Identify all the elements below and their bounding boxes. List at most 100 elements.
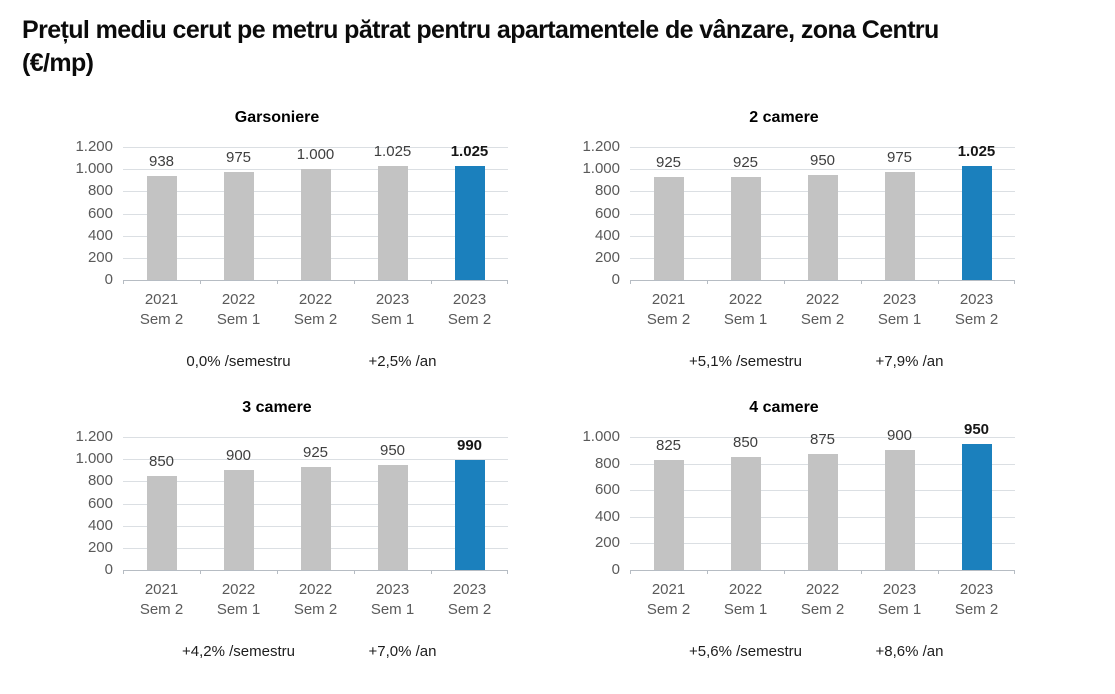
category-label: 2022 Sem 2	[784, 290, 861, 330]
category-semester: Sem 1	[370, 601, 415, 618]
category-semester: Sem 1	[723, 601, 768, 618]
bar-value-label: 1.025	[373, 143, 412, 160]
bar	[730, 177, 761, 280]
bar-value-label: 900	[225, 447, 252, 464]
y-tick-label: 1.000	[582, 160, 620, 178]
y-tick-label: 400	[87, 516, 113, 534]
bar	[884, 450, 915, 570]
category-label: 2022 Sem 1	[707, 290, 784, 330]
bar	[653, 460, 684, 570]
y-tick-label: 1.200	[75, 138, 113, 155]
y-tick-label: 0	[104, 561, 113, 578]
semester-growth-label: +5,1% /semestru	[689, 353, 802, 370]
bar	[300, 467, 331, 570]
category-semester: Sem 2	[954, 601, 999, 618]
category-semester: Sem 2	[447, 311, 492, 328]
bar-value-label: 975	[225, 149, 252, 166]
x-tick-mark	[431, 280, 432, 284]
y-tick-label: 200	[87, 538, 113, 556]
x-tick-mark	[861, 570, 862, 574]
bar-value-label: 990	[456, 437, 483, 454]
bar-value-label: 925	[732, 154, 759, 171]
growth-annotations: +5,1% /semestru +7,9% /an	[530, 352, 1050, 372]
category-label: 2023 Sem 1	[354, 580, 431, 620]
y-tick-label: 1.000	[75, 450, 113, 468]
bar	[223, 172, 254, 280]
bar-value-label: 938	[148, 153, 175, 170]
annual-growth-label: +7,0% /an	[368, 643, 437, 660]
bar-highlighted	[454, 460, 485, 570]
category-year: 2022	[728, 291, 763, 308]
annual-growth-label: +7,9% /an	[875, 353, 944, 370]
semester-growth-label: 0,0% /semestru	[186, 353, 291, 370]
annual-growth-label: +2,5% /an	[368, 353, 437, 370]
y-tick-label: 800	[87, 472, 113, 490]
gridline	[123, 147, 508, 148]
bar	[377, 465, 408, 570]
bar-value-label: 825	[655, 437, 682, 454]
y-tick-label: 1.200	[582, 138, 620, 155]
y-tick-label: 200	[87, 248, 113, 266]
y-axis-labels: 0 200 400 600 800 1.000	[530, 428, 620, 578]
y-tick-label: 0	[611, 561, 620, 578]
category-semester: Sem 2	[293, 601, 338, 618]
bar-value-label: 925	[302, 444, 329, 461]
x-tick-mark	[431, 570, 432, 574]
category-semester: Sem 1	[877, 311, 922, 328]
bar-value-label: 1.000	[296, 146, 335, 163]
bar	[807, 175, 838, 280]
y-tick-label: 1.200	[75, 428, 113, 445]
growth-annotations: 0,0% /semestru +2,5% /an	[23, 352, 543, 372]
x-tick-mark	[123, 280, 124, 284]
category-year: 2023	[959, 581, 994, 598]
x-tick-mark	[507, 570, 508, 574]
category-year: 2023	[452, 291, 487, 308]
y-tick-label: 0	[611, 271, 620, 288]
category-label: 2022 Sem 1	[200, 290, 277, 330]
x-axis-labels: 2021 Sem 2 2022 Sem 1 2022 Sem 2 2023 Sem 1 2023…	[630, 580, 1015, 620]
chart-title: 3 camere	[242, 399, 312, 416]
x-tick-mark	[507, 280, 508, 284]
x-tick-mark	[938, 280, 939, 284]
plot-area: 850 900 925 950 990	[123, 437, 508, 574]
bar-value-label: 850	[148, 453, 175, 470]
gridline	[123, 459, 508, 461]
plot-area: 925 925 950 975 1.025	[630, 143, 1015, 284]
category-year: 2022	[221, 291, 256, 308]
bar-highlighted	[961, 166, 992, 280]
x-tick-mark	[1014, 280, 1015, 284]
y-tick-label: 600	[87, 204, 113, 222]
y-tick-label: 400	[594, 507, 620, 525]
bar-value-label: 900	[886, 427, 913, 444]
y-tick-label: 400	[594, 226, 620, 244]
x-tick-mark	[630, 280, 631, 284]
x-tick-mark	[1014, 570, 1015, 574]
bar	[300, 169, 331, 280]
category-semester: Sem 2	[447, 601, 492, 618]
y-tick-label: 600	[594, 204, 620, 222]
plot-area: 938 975 1.000 1.025 1.025	[123, 143, 508, 284]
category-semester: Sem 2	[800, 311, 845, 328]
bar-value-label: 1.025	[450, 143, 489, 160]
category-label: 2022 Sem 2	[277, 290, 354, 330]
category-semester: Sem 1	[216, 311, 261, 328]
category-label: 2022 Sem 2	[277, 580, 354, 620]
x-axis-labels: 2021 Sem 2 2022 Sem 1 2022 Sem 2 2023 Sem 1 2023…	[123, 580, 508, 620]
y-tick-label: 600	[87, 494, 113, 512]
y-tick-label: 0	[104, 271, 113, 288]
y-tick-label: 400	[87, 226, 113, 244]
plot-area: 825 850 875 900 950	[630, 421, 1015, 574]
category-year: 2022	[221, 581, 256, 598]
bar	[653, 177, 684, 280]
y-axis-labels: 0 200 400 600 800 1.000 1.200	[23, 428, 113, 578]
x-tick-mark	[707, 570, 708, 574]
x-tick-mark	[200, 570, 201, 574]
page-title: Prețul mediu cerut pe metru pătrat pentr…	[22, 14, 1110, 80]
category-year: 2022	[805, 291, 840, 308]
category-label: 2023 Sem 1	[354, 290, 431, 330]
category-label: 2023 Sem 2	[431, 290, 508, 330]
x-tick-mark	[200, 280, 201, 284]
category-year: 2023	[882, 291, 917, 308]
category-year: 2023	[882, 581, 917, 598]
category-year: 2022	[298, 581, 333, 598]
